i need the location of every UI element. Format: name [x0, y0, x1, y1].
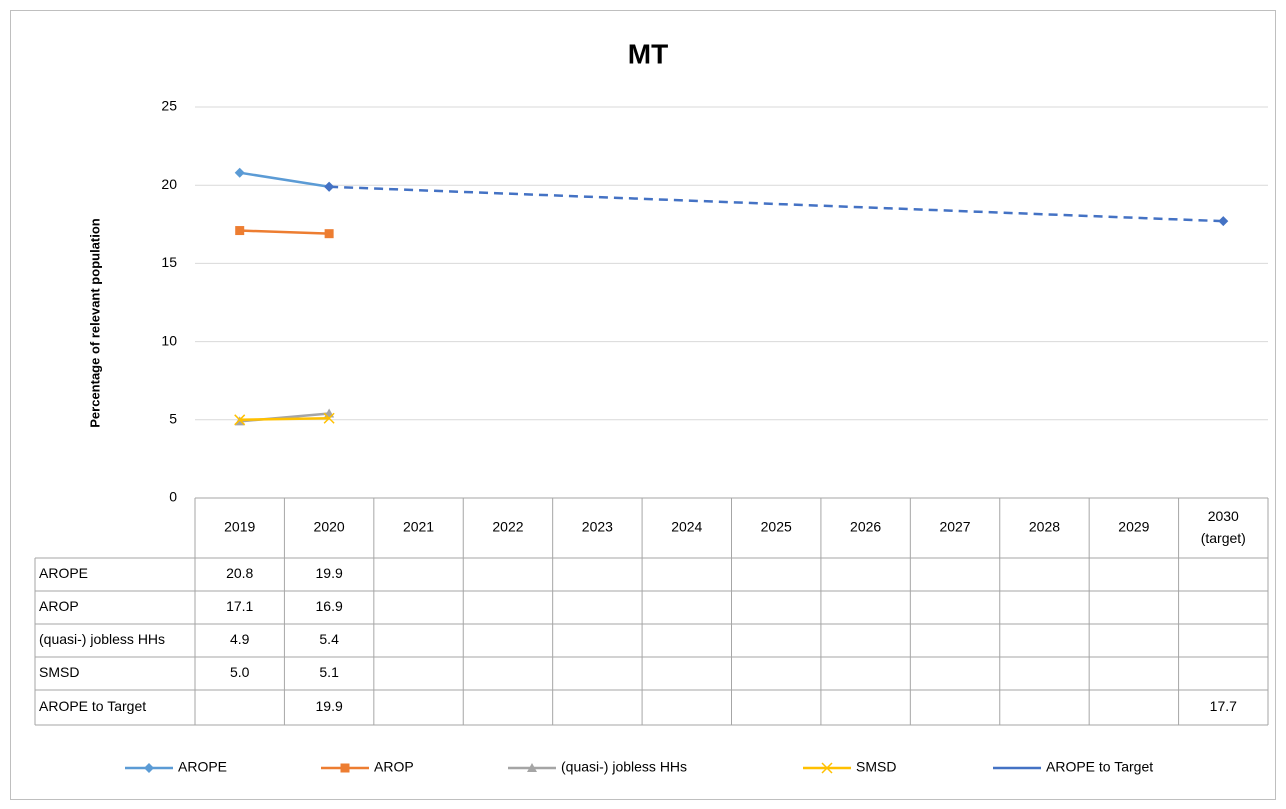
table-value: 5.0: [230, 664, 250, 680]
x-tick-label: 2020: [314, 519, 345, 535]
table-row-label: AROP: [39, 598, 79, 614]
table-row-label: AROPE: [39, 565, 88, 581]
legend-label: AROPE: [178, 759, 227, 775]
x-tick-label: 2022: [492, 519, 523, 535]
table-value: 4.9: [230, 631, 250, 647]
table-row-label: SMSD: [39, 664, 79, 680]
point: [235, 226, 245, 236]
x-tick-label: 2030 (target): [1201, 508, 1246, 546]
point: [324, 181, 335, 192]
x-tick-label: 2023: [582, 519, 613, 535]
x-tick-label: 2029: [1118, 519, 1149, 535]
point: [1218, 216, 1229, 227]
table-value: 17.1: [226, 598, 253, 614]
point: [234, 167, 245, 178]
point: [324, 229, 334, 239]
series-line: [239, 229, 330, 235]
y-axis-label: Percentage of relevant population: [87, 218, 102, 428]
y-tick-label: 10: [161, 332, 177, 348]
table-value: 5.1: [319, 664, 339, 680]
x-tick-label: 2028: [1029, 519, 1060, 535]
legend-label: SMSD: [856, 759, 896, 775]
x-tick-label: 2019: [224, 519, 255, 535]
series-line: [239, 171, 330, 188]
y-tick-label: 15: [161, 254, 177, 270]
point: [144, 763, 154, 773]
x-tick-label: 2026: [850, 519, 881, 535]
series-line: [239, 416, 330, 422]
y-tick-label: 20: [161, 176, 177, 192]
y-tick-label: 0: [169, 489, 177, 505]
table-value: 17.7: [1210, 698, 1237, 714]
legend-label: AROPE to Target: [1046, 759, 1153, 775]
table-row-label: (quasi-) jobless HHs: [39, 631, 165, 647]
x-tick-label: 2025: [761, 519, 792, 535]
point: [340, 763, 350, 773]
point: [527, 763, 537, 772]
table-value: 5.4: [319, 631, 339, 647]
x-tick-label: 2021: [403, 519, 434, 535]
point: [323, 412, 335, 424]
x-tick-label: 2024: [671, 519, 702, 535]
chart-border: [10, 10, 1276, 800]
table-row-label: AROPE to Target: [39, 698, 146, 714]
table-value: 19.9: [316, 565, 343, 581]
legend-label: (quasi-) jobless HHs: [561, 759, 687, 775]
y-tick-label: 5: [169, 411, 177, 427]
point: [821, 762, 833, 774]
y-tick-label: 25: [161, 98, 177, 114]
table-value: 16.9: [316, 598, 343, 614]
table-value: 19.9: [316, 698, 343, 714]
x-tick-label: 2027: [939, 519, 970, 535]
chart-title: MT: [628, 38, 668, 69]
legend-label: AROP: [374, 759, 414, 775]
table-value: 20.8: [226, 565, 253, 581]
point: [234, 414, 246, 426]
